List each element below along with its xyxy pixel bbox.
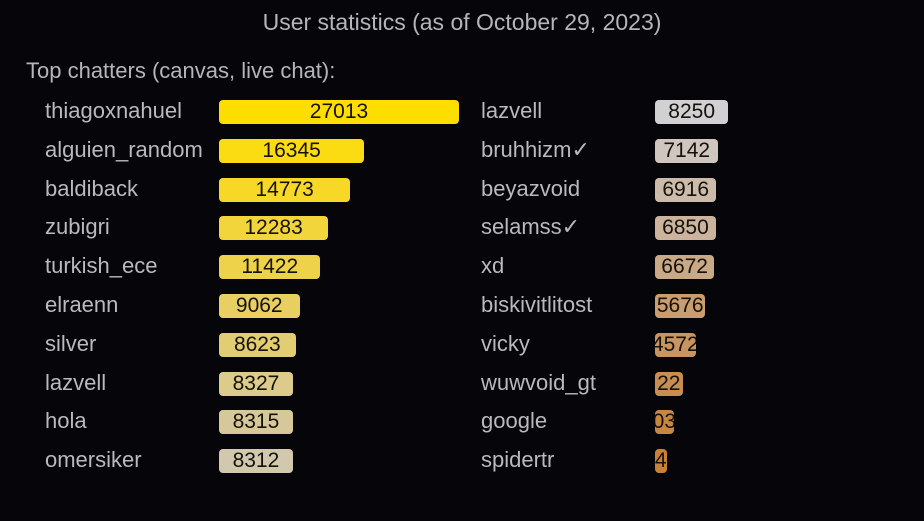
message-count-bar: 8250 [655,100,729,124]
chart-subtitle: Top chatters (canvas, live chat): [26,58,336,83]
chatter-name: zubigri [45,214,110,240]
chatter-name: turkish_ece [45,253,158,279]
chatter-row: omersiker 8312 [45,445,465,475]
message-count-bar: 6672 [655,255,715,280]
chatter-name: alguien_random [45,136,203,162]
message-count-bar: 12283 [219,216,329,241]
message-count-bar: 22 [655,371,683,396]
chatter-row: spidertr 4 [481,445,901,475]
message-count-label: 8327 [232,371,280,395]
chatter-row: lazvell 8327 [45,368,465,398]
message-count-label: 8315 [232,410,280,434]
chatter-row: biskivitlitost 5676 [481,290,901,320]
message-count-bar: 6916 [655,177,717,202]
chatter-row: elraenn 9062 [45,290,465,320]
chatter-name: google [481,408,548,434]
message-count-label: 6850 [662,216,709,240]
message-count-label: 16345 [262,138,321,162]
message-count-label: 7142 [663,138,711,162]
message-count-label: 5676 [656,294,704,317]
message-count-bar: 4 [655,449,667,474]
message-count-label: 4572 [655,332,696,356]
chatter-name: biskivitlitost [481,292,593,317]
message-count-label: 8250 [668,100,715,123]
chatter-name: xd [481,253,505,279]
chatter-row: baldiback 14773 [45,174,465,204]
chatter-row: beyazvoid 6916 [481,174,901,204]
page-title: User statistics (as of October 29, 2023) [262,9,662,35]
chatter-row: thiagoxnahuel 27013 [45,96,465,126]
message-count-bar: 8312 [219,449,293,474]
chatter-name: wuwvoid_gt [481,369,596,395]
chatter-row: bruhhizm✓ 7142 [481,135,901,165]
chatter-name: bruhhizm✓ [481,136,590,162]
message-count-label: 8312 [232,449,280,473]
chatter-row: vicky 4572 [481,329,901,359]
message-count-label: 14773 [255,177,314,201]
chatter-name: omersiker [45,447,142,473]
message-count-label: 11422 [241,255,299,279]
message-count-bar: 7142 [655,138,719,163]
chatter-name: elraenn [45,292,119,317]
chatter-row: turkish_ece 11422 [45,251,465,281]
chatter-name: spidertr [481,447,555,473]
chatter-row: hola 8315 [45,406,465,436]
message-count-bar: 8315 [219,410,293,435]
chatter-name: beyazvoid [481,175,581,201]
message-count-label: 6672 [661,255,708,279]
chatter-name: thiagoxnahuel [45,98,183,123]
chatter-name: silver [45,330,97,356]
chatter-name: lazvell [45,369,107,395]
chatter-row: lazvell 8250 [481,96,901,126]
message-count-label: 4 [655,449,667,473]
message-count-bar: 16345 [219,138,365,163]
message-count-label: 03 [655,410,674,434]
chatter-row: alguien_random 16345 [45,135,465,165]
chatter-row: xd 6672 [481,251,901,281]
chatter-name: selamss✓ [481,214,581,240]
message-count-label: 12283 [244,216,303,240]
message-count-bar: 8623 [219,332,296,357]
message-count-bar: 4572 [655,332,696,357]
chatter-row: zubigri 12283 [45,212,465,242]
message-count-bar: 11422 [219,255,321,280]
message-count-label: 22 [657,371,681,395]
message-count-label: 27013 [309,100,369,123]
message-count-bar: 6850 [655,216,716,241]
message-count-bar: 5676 [655,294,706,318]
chatter-row: selamss✓ 6850 [481,212,901,242]
chatter-name: baldiback [45,175,138,201]
chatter-row: silver 8623 [45,329,465,359]
message-count-bar: 9062 [219,294,300,318]
message-count-label: 9062 [235,294,283,317]
chatter-row: google 03 [481,406,901,436]
message-count-bar: 03 [655,410,674,435]
message-count-label: 6916 [662,177,710,201]
chatter-name: lazvell [481,98,543,123]
chatter-name: vicky [481,330,530,356]
message-count-bar: 27013 [219,100,459,124]
message-count-bar: 14773 [219,177,351,202]
chatter-name: hola [45,408,87,434]
message-count-label: 8623 [233,332,281,356]
message-count-bar: 8327 [219,371,293,396]
chatter-row: wuwvoid_gt 22 [481,368,901,398]
